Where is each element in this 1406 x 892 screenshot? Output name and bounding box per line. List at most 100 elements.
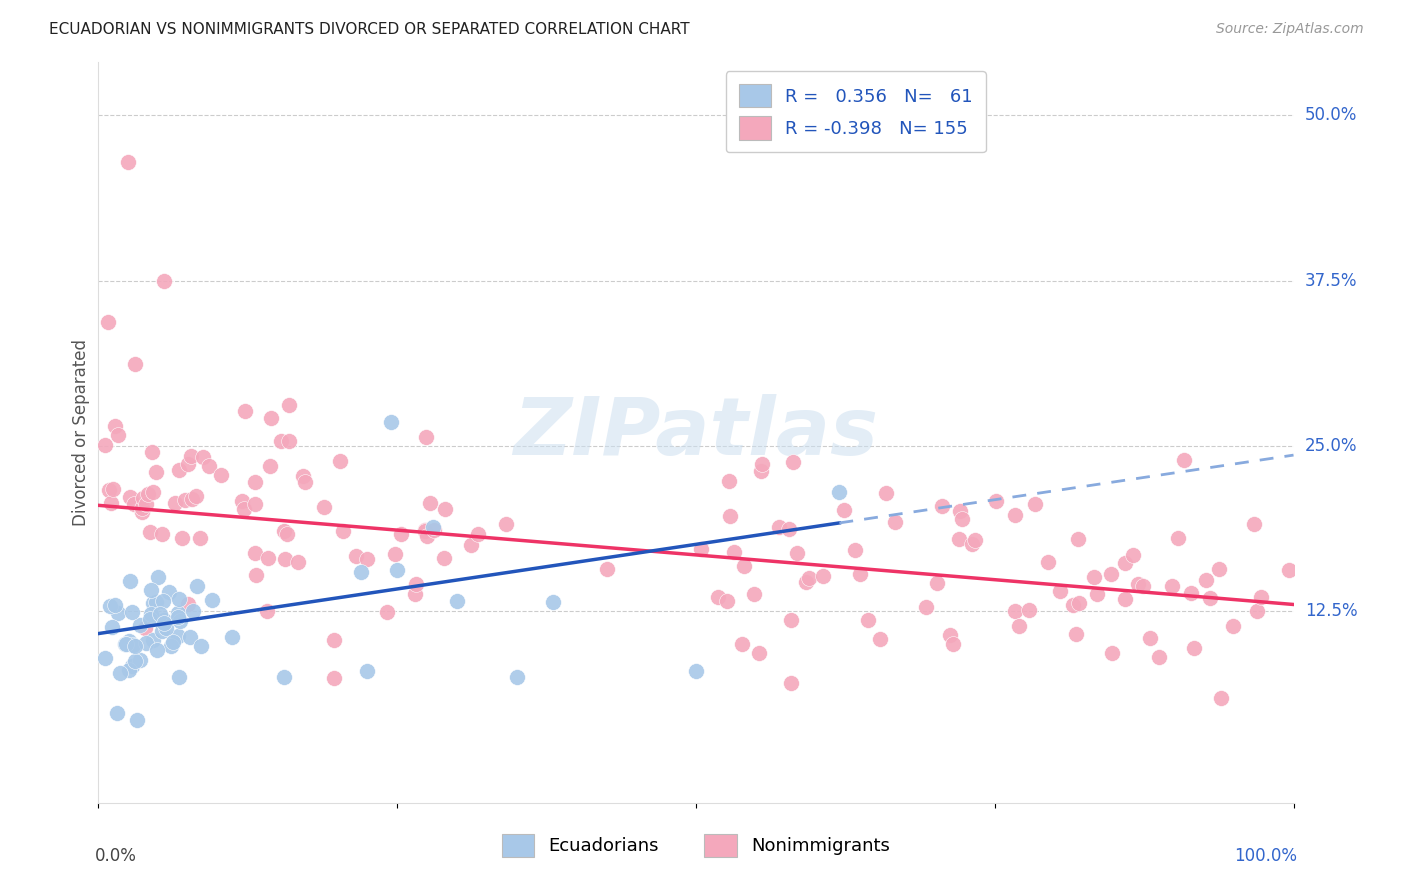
- Point: [152, 613, 174, 627]
- Point: [107, 427, 129, 442]
- Point: [115, 637, 138, 651]
- Point: [124, 357, 146, 371]
- Point: [779, 613, 801, 627]
- Point: [107, 607, 129, 621]
- Point: [165, 496, 187, 510]
- Point: [731, 637, 754, 651]
- Point: [131, 500, 153, 515]
- Point: [173, 492, 195, 507]
- Point: [389, 527, 412, 541]
- Point: [685, 664, 707, 678]
- Point: [145, 465, 167, 479]
- Point: [744, 587, 766, 601]
- Point: [136, 487, 159, 501]
- Point: [110, 665, 132, 680]
- Point: [1208, 562, 1230, 576]
- Point: [384, 547, 406, 561]
- Point: [1243, 517, 1265, 532]
- Text: ECUADORIAN VS NONIMMIGRANTS DIVORCED OR SEPARATED CORRELATION CHART: ECUADORIAN VS NONIMMIGRANTS DIVORCED OR …: [49, 22, 690, 37]
- Point: [276, 527, 298, 541]
- Point: [128, 653, 150, 667]
- Point: [1085, 587, 1108, 601]
- Point: [260, 411, 283, 425]
- Point: [960, 537, 983, 551]
- Point: [132, 491, 155, 505]
- Point: [332, 524, 354, 539]
- Point: [277, 434, 299, 449]
- Point: [749, 464, 772, 478]
- Point: [1004, 604, 1026, 618]
- Point: [942, 637, 965, 651]
- Point: [146, 570, 169, 584]
- Point: [294, 475, 316, 490]
- Point: [245, 568, 267, 582]
- Point: [832, 502, 855, 516]
- Point: [180, 449, 202, 463]
- Point: [287, 556, 309, 570]
- Point: [811, 569, 834, 583]
- Point: [1126, 577, 1149, 591]
- Point: [243, 497, 266, 511]
- Point: [150, 527, 173, 541]
- Point: [125, 713, 148, 727]
- Point: [124, 639, 146, 653]
- Point: [779, 676, 801, 690]
- Point: [221, 630, 243, 644]
- Text: Source: ZipAtlas.com: Source: ZipAtlas.com: [1216, 22, 1364, 37]
- Point: [245, 475, 267, 490]
- Point: [460, 538, 482, 552]
- Point: [1246, 604, 1268, 618]
- Point: [949, 504, 972, 518]
- Point: [180, 492, 202, 507]
- Point: [799, 571, 821, 585]
- Point: [1278, 563, 1301, 577]
- Point: [344, 549, 367, 563]
- Point: [104, 598, 127, 612]
- Point: [117, 154, 139, 169]
- Point: [190, 639, 212, 653]
- Point: [1161, 579, 1184, 593]
- Point: [1222, 619, 1244, 633]
- Point: [153, 615, 176, 630]
- Point: [350, 566, 373, 580]
- Point: [1067, 596, 1090, 610]
- Point: [121, 605, 143, 619]
- Point: [118, 634, 141, 648]
- Point: [149, 607, 172, 621]
- Point: [142, 485, 165, 500]
- Point: [142, 632, 165, 647]
- Point: [146, 643, 169, 657]
- Point: [1036, 555, 1059, 569]
- Point: [98, 599, 121, 613]
- Point: [433, 501, 456, 516]
- Point: [1139, 631, 1161, 645]
- Point: [94, 438, 117, 452]
- Point: [1114, 592, 1136, 607]
- Point: [191, 450, 214, 464]
- Point: [723, 545, 745, 559]
- Point: [858, 613, 880, 627]
- Point: [152, 593, 174, 607]
- Point: [179, 630, 201, 644]
- Point: [142, 596, 165, 610]
- Point: [169, 615, 191, 629]
- Point: [124, 654, 146, 668]
- Point: [948, 532, 970, 546]
- Point: [1132, 579, 1154, 593]
- Point: [1173, 452, 1195, 467]
- Point: [169, 592, 191, 607]
- Point: [170, 531, 193, 545]
- Text: 37.5%: 37.5%: [1305, 271, 1357, 290]
- Point: [413, 524, 436, 539]
- Point: [931, 500, 953, 514]
- Point: [273, 524, 295, 538]
- Point: [118, 490, 141, 504]
- Point: [273, 670, 295, 684]
- Point: [786, 546, 808, 560]
- Point: [166, 606, 188, 620]
- Point: [97, 315, 120, 329]
- Point: [135, 635, 157, 649]
- Point: [404, 587, 426, 601]
- Point: [1122, 549, 1144, 563]
- Point: [828, 485, 851, 500]
